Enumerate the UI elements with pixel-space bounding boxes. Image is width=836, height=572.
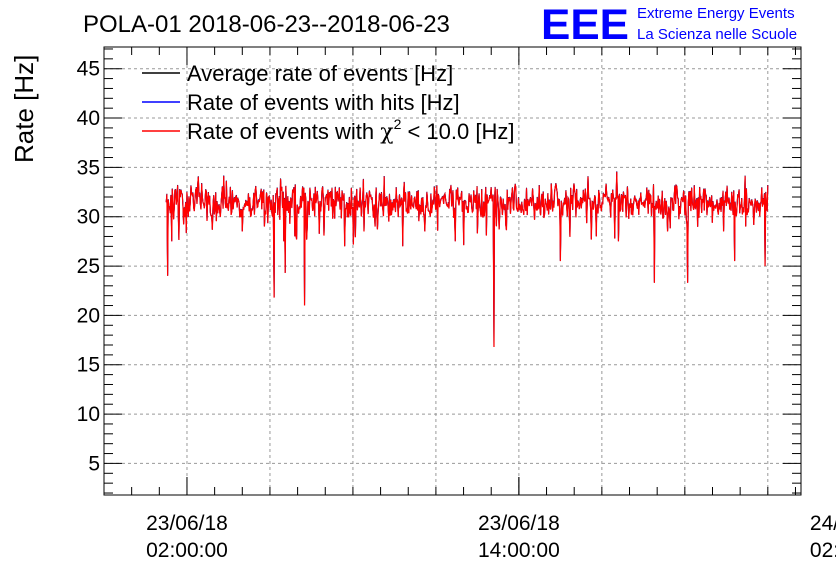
series-layer — [165, 171, 769, 347]
y-tick-label: 15 — [77, 354, 100, 377]
chart-title: POLA-01 2018-06-23--2018-06-23 — [83, 11, 450, 38]
series-rate-chi2 — [165, 171, 769, 347]
legend-entry: Average rate of events [Hz] — [187, 61, 453, 86]
legend-entry: Rate of events with hits [Hz] — [187, 90, 460, 115]
y-tick-label: 30 — [77, 206, 100, 229]
x-tick-date: 23/06/18 — [478, 512, 560, 535]
x-tick-date: 23/06/18 — [146, 512, 228, 535]
grid — [104, 47, 801, 495]
legend: Average rate of events [Hz] Rate of event… — [142, 61, 514, 145]
axes: 5 10 15 20 25 30 35 40 45 23/06/18 02:00:00 23/06/1… — [77, 46, 836, 562]
y-tick-label: 20 — [77, 304, 100, 327]
y-tick-label: 10 — [77, 403, 100, 426]
x-tick-time: 14:00:00 — [478, 539, 560, 562]
y-tick-label: 5 — [88, 452, 100, 475]
x-tick-time: 02:00:00 — [146, 539, 228, 562]
legend-entry: Rate of events with χ2 < 10.0 [Hz] — [187, 116, 514, 145]
x-tick-time: 02:00:00 — [810, 539, 836, 562]
y-axis-label: Rate [Hz] — [9, 55, 39, 163]
x-tick-date: 24/06/18 — [810, 512, 836, 535]
eee-logo: EEE Extreme Energy Events La Scienza nel… — [541, 1, 797, 49]
eee-logo-letters: EEE — [541, 1, 629, 49]
y-tick-label: 25 — [77, 255, 100, 278]
y-tick-label: 45 — [77, 58, 100, 81]
eee-logo-line1: Extreme Energy Events — [637, 5, 795, 22]
plot-frame — [103, 46, 802, 496]
y-tick-label: 35 — [77, 156, 100, 179]
eee-logo-line2: La Scienza nelle Scuole — [637, 26, 797, 43]
y-tick-label: 40 — [77, 107, 100, 130]
